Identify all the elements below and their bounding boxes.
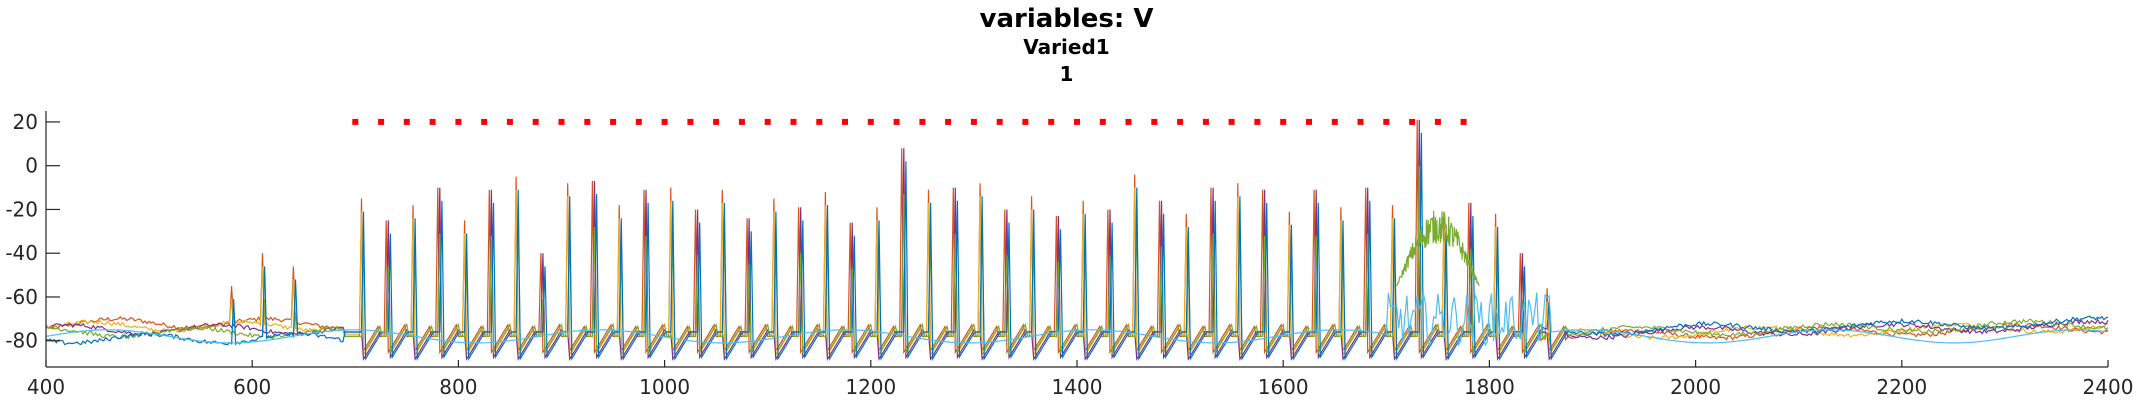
spike-marker xyxy=(635,118,642,125)
x-tick-label: 2000 xyxy=(1670,375,1721,399)
spike-marker xyxy=(1202,118,1209,125)
spike-marker xyxy=(584,118,591,125)
spike-marker xyxy=(790,118,797,125)
spike-marker xyxy=(842,118,848,125)
spike-marker xyxy=(1151,118,1158,125)
series-line xyxy=(45,292,2109,347)
spike-marker xyxy=(1074,118,1080,125)
y-tick-label: -60 xyxy=(5,285,38,309)
x-tick-label: 1200 xyxy=(845,375,896,399)
burst-line xyxy=(1396,210,1480,287)
spike-marker xyxy=(996,118,1003,125)
series-line xyxy=(45,119,2109,355)
spike-marker xyxy=(919,118,926,125)
spike-marker xyxy=(1357,118,1364,125)
x-tick-label: 1800 xyxy=(1464,375,1515,399)
spike-marker xyxy=(1331,118,1338,125)
spike-marker xyxy=(1254,118,1261,125)
spike-marker xyxy=(867,118,874,125)
spike-marker xyxy=(687,118,694,125)
spike-marker xyxy=(1228,118,1235,125)
spike-marker xyxy=(1306,118,1312,125)
spike-marker xyxy=(610,118,617,125)
x-tick-label: 1400 xyxy=(1052,375,1103,399)
spike-marker xyxy=(558,118,565,125)
chart-title: variables: V xyxy=(979,4,1154,34)
spike-marker xyxy=(1048,118,1055,125)
spike-marker xyxy=(455,118,462,125)
spike-marker xyxy=(481,118,488,125)
series-line xyxy=(45,132,2109,361)
spike-marker xyxy=(713,118,720,125)
spike-marker xyxy=(1099,118,1106,125)
spike-marker xyxy=(1022,118,1029,125)
spike-marker xyxy=(352,118,359,125)
spike-marker xyxy=(1383,118,1390,125)
series-line xyxy=(45,119,2109,361)
spike-marker xyxy=(1125,118,1132,125)
spike-marker xyxy=(532,118,539,125)
series-lines xyxy=(45,119,2109,361)
spike-marker xyxy=(1409,118,1416,125)
spike-marker xyxy=(1460,118,1467,125)
spike-marker xyxy=(429,118,436,125)
x-tick-label: 1000 xyxy=(639,375,690,399)
spike-marker xyxy=(816,118,823,125)
y-tick-label: -40 xyxy=(5,241,38,265)
spike-marker xyxy=(945,118,952,125)
x-tick-label: 2200 xyxy=(1876,375,1927,399)
spike-marker xyxy=(403,118,410,125)
chart-subtitle-2: 1 xyxy=(1059,62,1074,86)
series-line xyxy=(45,165,2109,354)
x-tick-label: 1600 xyxy=(1258,375,1309,399)
y-tick-label: 20 xyxy=(13,110,38,134)
spike-marker xyxy=(970,118,977,125)
spike-marker xyxy=(506,118,513,125)
spike-marker xyxy=(738,118,745,125)
x-tick-label: 400 xyxy=(27,375,65,399)
axes: 400 600 800 1000 1200 1400 1600 1800 2000 2200 240… xyxy=(5,110,2133,399)
x-tick-label: 600 xyxy=(233,375,271,399)
spike-marker xyxy=(378,118,385,125)
x-tick-label: 2400 xyxy=(2083,375,2133,399)
spike-marker xyxy=(1434,118,1441,125)
spike-marker xyxy=(1280,118,1287,125)
y-tick-label: -20 xyxy=(5,197,38,221)
spike-markers xyxy=(352,118,1467,125)
spike-marker xyxy=(1177,118,1184,125)
spike-marker xyxy=(893,118,900,125)
chart-subtitle: Varied1 xyxy=(1023,35,1110,59)
y-tick-label: -80 xyxy=(5,329,38,353)
spike-marker xyxy=(764,118,771,125)
y-tick-label: 0 xyxy=(25,154,38,178)
series-line xyxy=(45,132,2109,357)
spike-marker xyxy=(661,118,668,125)
x-tick-label: 800 xyxy=(439,375,477,399)
